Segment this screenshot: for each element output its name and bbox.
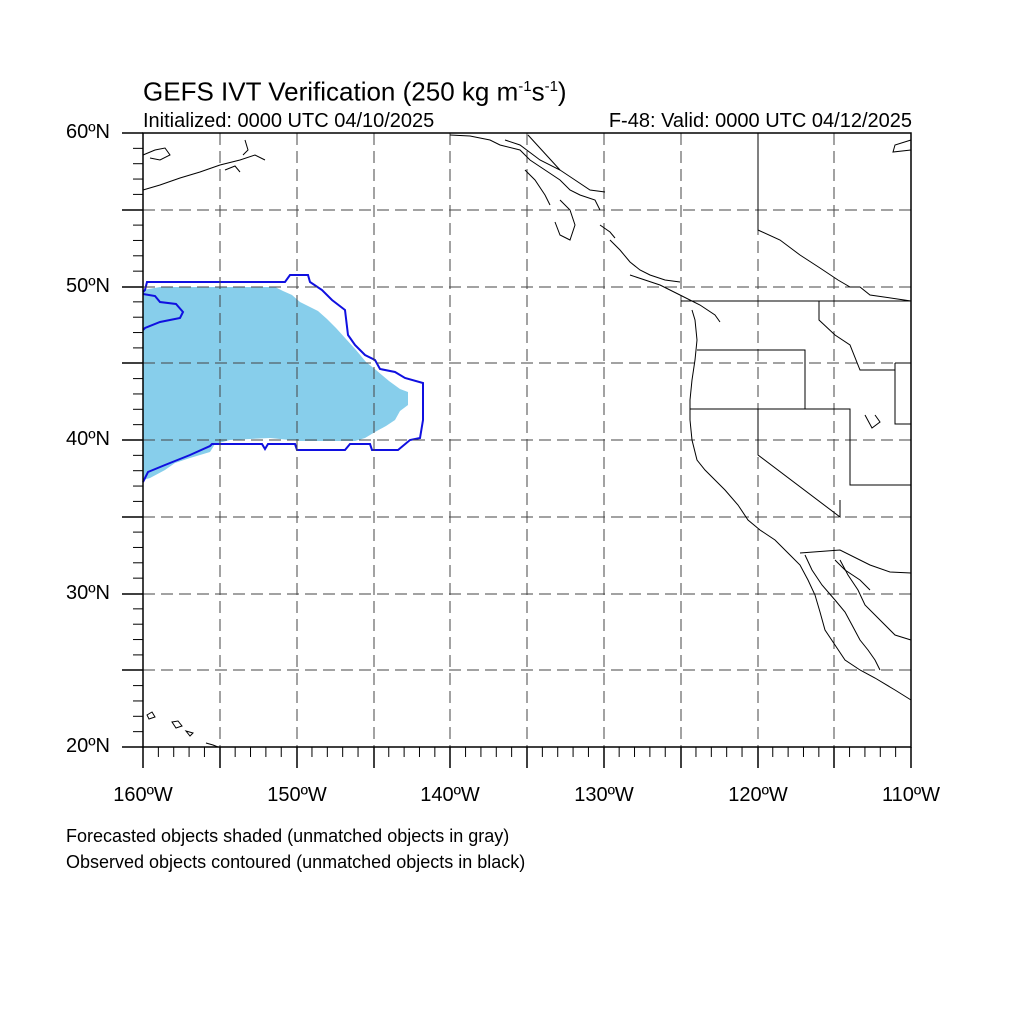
lat-label-30n: 30ºN bbox=[66, 582, 110, 604]
forecast-object bbox=[143, 287, 408, 480]
valid-time-label: F-48: Valid: 0000 UTC 04/12/2025 bbox=[608, 110, 912, 132]
forecast-legend-note: Forecasted objects shaded (unmatched obj… bbox=[66, 826, 510, 846]
lon-label-160w: 160ºW bbox=[113, 784, 173, 806]
coastlines bbox=[142, 133, 912, 748]
lon-label-110w: 110ºW bbox=[881, 784, 941, 806]
lon-label-140w: 140ºW bbox=[420, 784, 480, 806]
axis-ticks bbox=[122, 132, 912, 768]
minor-ticks bbox=[133, 147, 897, 757]
observed-legend-note: Observed objects contoured (unmatched ob… bbox=[66, 852, 526, 872]
initialized-label: Initialized: 0000 UTC 04/10/2025 bbox=[143, 110, 435, 132]
lon-label-130w: 130ºW bbox=[574, 784, 634, 806]
lon-label-150w: 150ºW bbox=[267, 784, 327, 806]
lat-lon-grid bbox=[143, 133, 911, 747]
lat-label-40n: 40ºN bbox=[66, 428, 110, 450]
chart-title: GEFS IVT Verification (250 kg m-1s-1) bbox=[143, 76, 567, 107]
lat-label-20n: 20ºN bbox=[66, 735, 110, 757]
lon-label-120w: 120ºW bbox=[728, 784, 788, 806]
lat-label-50n: 50ºN bbox=[66, 275, 110, 297]
lat-label-60n: 60ºN bbox=[66, 121, 110, 143]
observed-object-contour bbox=[142, 274, 424, 483]
